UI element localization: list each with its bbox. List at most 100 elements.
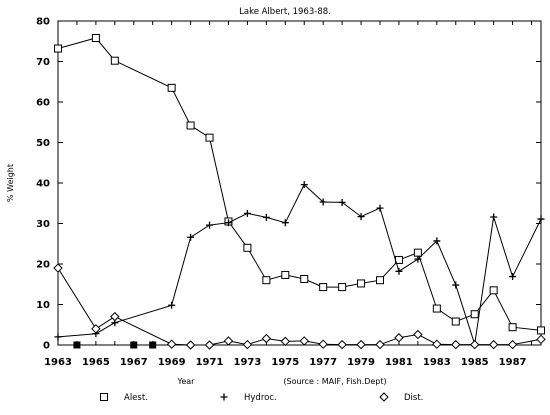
- data-point-dist: [242, 339, 253, 350]
- y-tick-label: 10: [36, 300, 50, 311]
- data-point-dist: [413, 329, 423, 340]
- data-point-hydroc: [433, 237, 441, 245]
- x-tick-label: 1979: [347, 357, 375, 368]
- x-tick-label: 1971: [196, 357, 224, 368]
- x-tick-label: 1967: [120, 357, 148, 368]
- data-point-hydroc: [357, 213, 365, 221]
- data-point-alest: [376, 276, 384, 285]
- legend: Alest. Hydroc. Dist.: [100, 392, 423, 403]
- data-point-dist: [91, 324, 101, 334]
- data-point-hydroc: [376, 204, 384, 212]
- x-tick-label: 1963: [44, 357, 72, 368]
- data-point-dist: [337, 339, 347, 350]
- y-tick-label: 40: [36, 179, 50, 190]
- y-tick-label: 20: [36, 260, 50, 271]
- data-point-dist: [110, 311, 120, 322]
- x-axis-label: Year: [177, 377, 196, 386]
- data-point-alest: [262, 276, 271, 285]
- data-point-alest: [167, 83, 176, 92]
- data-point-alest: [338, 283, 347, 292]
- data-point-dist: [469, 339, 480, 350]
- data-point-dist: [53, 263, 63, 273]
- x-tick-label: 1965: [82, 357, 110, 368]
- data-point-dist: [451, 339, 461, 350]
- plot-area: 0 10 20 30 40 50 60 70 80 1963 1965 1967 1969 1971 197…: [36, 17, 546, 368]
- data-point-alest: [300, 274, 309, 283]
- data-point-hydroc: [243, 209, 251, 217]
- data-point-alest: [319, 283, 328, 292]
- y-tick-label: 80: [36, 17, 50, 28]
- data-point-dist: [299, 336, 309, 346]
- data-point-hydroc: [262, 213, 270, 221]
- data-point-alest: [91, 34, 100, 43]
- missing-year-marker: [130, 341, 138, 349]
- data-point-hydroc: [300, 181, 308, 189]
- data-point-alest: [489, 286, 498, 295]
- data-point-hydroc: [319, 198, 327, 206]
- data-point-alest: [243, 243, 252, 252]
- data-point-alest: [281, 270, 290, 279]
- series-line-dist: [57, 267, 542, 346]
- data-point-dist: [185, 340, 196, 350]
- data-point-dist: [280, 336, 291, 347]
- missing-year-marker: [149, 341, 157, 349]
- data-point-dist: [488, 339, 499, 350]
- x-tick-label: 1969: [158, 357, 186, 368]
- data-point-alest: [413, 248, 422, 257]
- data-point-hydroc: [395, 267, 403, 275]
- data-point-dist: [394, 333, 404, 343]
- data-point-alest: [508, 323, 517, 332]
- data-point-alest: [186, 121, 195, 130]
- source-note: (Source : MAIF, Fish.Dept): [283, 377, 386, 386]
- missing-year-marker: [73, 341, 81, 349]
- x-tick-label: 1985: [461, 357, 489, 368]
- data-point-hydroc: [414, 255, 422, 263]
- data-point-dist: [261, 333, 272, 344]
- data-point-dist: [356, 339, 366, 350]
- legend-label-hydroc: Hydroc.: [244, 393, 277, 403]
- legend-label-alest: Alest.: [124, 393, 148, 403]
- data-point-hydroc: [281, 219, 289, 227]
- y-axis-label: % Weight: [6, 164, 15, 202]
- data-point-hydroc: [206, 221, 214, 229]
- y-tick-label: 30: [36, 219, 50, 230]
- y-tick-label: 70: [36, 57, 50, 68]
- data-point-hydroc: [187, 233, 195, 241]
- data-point-alest: [205, 133, 214, 142]
- data-point-alest: [451, 317, 460, 326]
- data-point-alest: [537, 326, 545, 335]
- legend-marker-hydroc: [220, 393, 228, 401]
- plot-frame: [57, 20, 542, 346]
- data-point-dist: [223, 336, 234, 346]
- y-tick-label: 50: [36, 138, 50, 149]
- legend-marker-alest: [100, 393, 108, 401]
- data-point-hydroc: [54, 333, 62, 341]
- data-point-hydroc: [490, 213, 498, 221]
- data-point-alest: [110, 56, 119, 65]
- data-point-alest: [470, 310, 479, 319]
- legend-marker-dist: [379, 392, 389, 402]
- x-tick-label: 1977: [309, 357, 337, 368]
- legend-label-dist: Dist.: [404, 393, 423, 403]
- x-tick-label: 1981: [385, 357, 413, 368]
- data-point-dist: [318, 339, 328, 349]
- data-point-dist: [536, 334, 546, 345]
- series-line-alest: [57, 37, 542, 331]
- y-tick-label: 0: [43, 341, 50, 352]
- chart-title: Lake Albert, 1963-88.: [239, 7, 331, 17]
- data-point-dist: [166, 339, 177, 349]
- x-tick-label: 1973: [233, 357, 261, 368]
- data-point-alest: [54, 44, 62, 53]
- x-tick-label: 1975: [271, 357, 299, 368]
- data-point-hydroc: [537, 215, 545, 223]
- y-tick-label: 60: [36, 98, 50, 109]
- data-point-hydroc: [452, 281, 460, 289]
- data-point-hydroc: [509, 273, 517, 281]
- data-point-hydroc: [224, 219, 232, 227]
- data-point-hydroc: [168, 301, 176, 309]
- data-point-dist: [204, 340, 215, 350]
- x-tick-label: 1983: [423, 357, 451, 368]
- data-point-dist: [507, 339, 518, 350]
